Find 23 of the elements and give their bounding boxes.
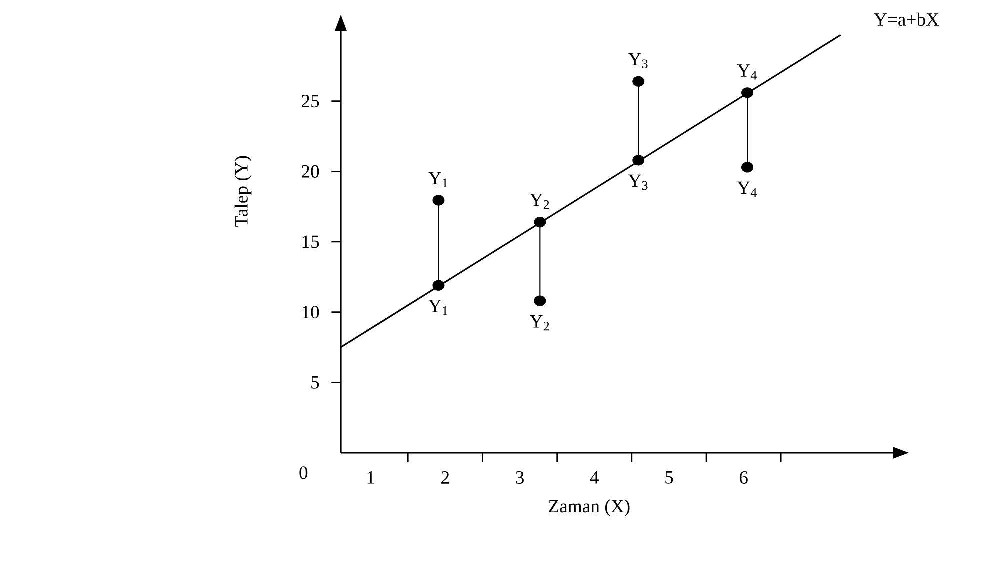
x-tick-label: 1 <box>368 471 374 484</box>
annotation: Y$_{1}$ <box>428 172 448 188</box>
x-tick-label: 5 <box>666 471 674 484</box>
x-tick-label: 6 <box>740 471 748 484</box>
annotation: Y$_{3}$ <box>628 53 648 68</box>
annotation: Y=a+bX <box>874 12 940 26</box>
annotation: Y$_{4}$ <box>737 64 758 80</box>
x-tick-label: 4 <box>590 471 600 484</box>
y-tick-label: 10 <box>302 306 320 319</box>
y-tick-label: 15 <box>302 236 320 248</box>
y-tick-label: 5 <box>312 376 320 389</box>
y-tick-label: 25 <box>302 95 320 108</box>
annotation: Y$_{2}$ <box>530 194 550 210</box>
annotation: Y$_{4}$ <box>737 182 758 198</box>
text: 0 <box>300 466 308 480</box>
annotation: Y$_{2}$ <box>530 316 550 331</box>
x-axis-title: Zaman (X) <box>549 500 630 516</box>
annotation: Y$_{3}$ <box>628 174 648 190</box>
y-tick-label: 20 <box>302 165 320 178</box>
x-tick-label: 3 <box>516 471 524 484</box>
x-tick-label: 2 <box>442 471 450 484</box>
y-axis-title: Talep (Y) <box>234 156 252 227</box>
annotation: Y$_{1}$ <box>428 300 448 316</box>
